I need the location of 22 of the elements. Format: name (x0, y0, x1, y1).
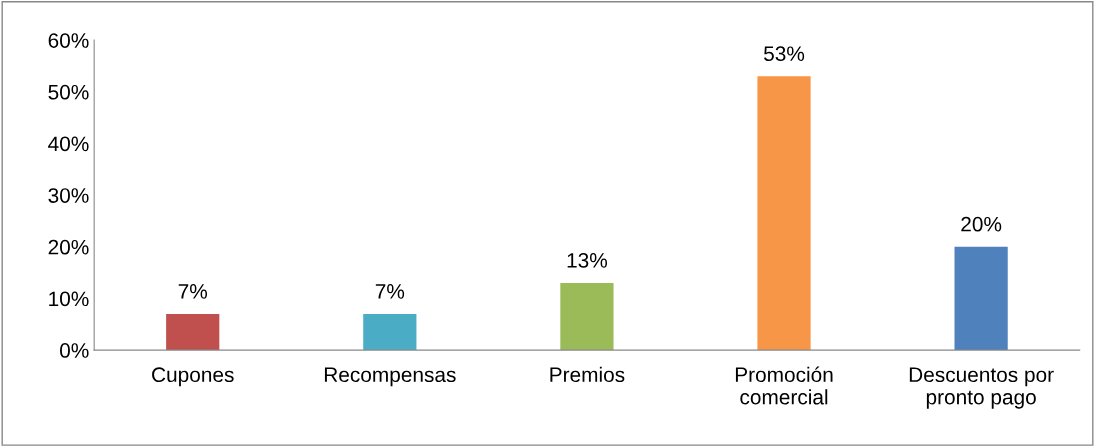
data-label: 7% (375, 284, 405, 299)
data-label: 53% (764, 46, 805, 62)
y-tick-label: 50% (48, 84, 89, 100)
data-label: 13% (567, 252, 608, 268)
data-label: 7% (178, 284, 208, 299)
bar (166, 313, 220, 351)
y-tick-label: 40% (48, 136, 89, 152)
bar (757, 76, 811, 351)
bar (363, 313, 417, 351)
x-tick-label: Premios (550, 366, 625, 383)
bar (954, 246, 1008, 351)
x-tick-label: Cupones (152, 367, 234, 387)
x-tick-label: Promoción comercial (735, 366, 833, 405)
data-label: 20% (961, 216, 1002, 232)
y-tick-label: 10% (49, 291, 89, 307)
bar (560, 282, 614, 351)
x-tick-label: Recompensas (324, 367, 456, 387)
y-tick-label: 20% (48, 239, 89, 255)
y-tick-label: 0% (60, 343, 89, 358)
y-tick-label: 60% (48, 33, 89, 48)
y-tick-label: 30% (48, 188, 89, 203)
x-tick-label: Descuentos por pronto pago (909, 367, 1054, 409)
